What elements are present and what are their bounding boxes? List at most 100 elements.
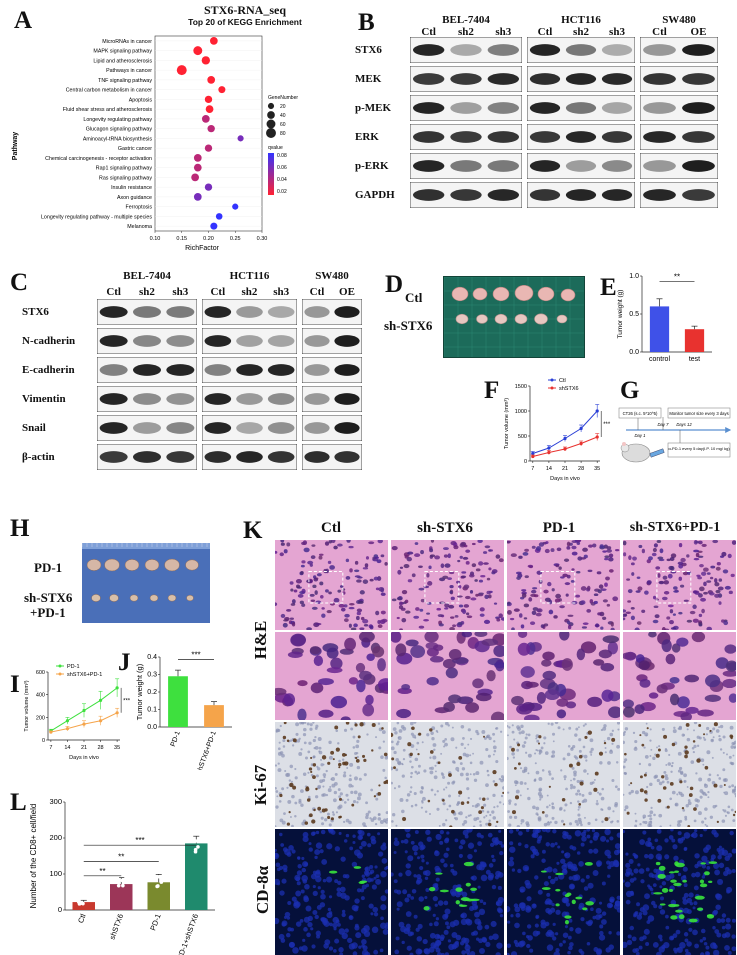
- label-ctl: Ctl: [405, 290, 423, 305]
- y-tick-label: 400: [36, 693, 45, 699]
- blot-group-header: HCT116: [229, 270, 270, 282]
- panel-k-histology: [275, 540, 737, 955]
- blot-band-strip: [527, 37, 635, 63]
- blot-band: [99, 422, 128, 434]
- series-marker: [115, 686, 119, 690]
- blot-lane-label: Ctl: [537, 26, 553, 38]
- blot-band: [236, 306, 263, 318]
- blot-lane-label: Ctl: [652, 26, 667, 38]
- blot-band: [682, 160, 715, 172]
- legend-size-dot: [266, 128, 276, 138]
- data-point: [120, 878, 125, 883]
- a-dot: [193, 163, 202, 172]
- blot-band: [601, 131, 633, 143]
- data-point: [153, 876, 158, 881]
- he-highmag-image: [275, 632, 388, 720]
- tumor: [104, 558, 120, 572]
- panel-g-schedule: CT26 (s.c. 5*10^5) Monitor tumor size ev…: [618, 407, 732, 463]
- blot-band: [487, 131, 520, 143]
- a-pathway-label: Longevity regulating pathway - multiple …: [41, 214, 152, 220]
- x-axis-label: Days in vivo: [69, 755, 99, 761]
- y-tick-label: 200: [49, 833, 62, 842]
- k-col-ctl: Ctl: [321, 520, 341, 536]
- series-marker: [98, 698, 103, 702]
- blot-band: [304, 422, 330, 434]
- blot-band: [450, 131, 482, 143]
- panel-a-title: STX6-RNA_seq: [203, 3, 286, 17]
- a-pathway-label: Pathways in cancer: [106, 68, 152, 74]
- legend-label: Ctl: [559, 378, 566, 384]
- blot-lane-label: sh3: [609, 26, 625, 38]
- tumor: [494, 313, 508, 325]
- blot-band: [236, 335, 263, 347]
- blot-band: [304, 306, 330, 318]
- blot-band-strip: [97, 357, 197, 383]
- tumor-photo-d: [443, 276, 585, 358]
- legend-label: shSTX6: [559, 386, 579, 392]
- tumor: [144, 559, 160, 571]
- blot-band-strip: [97, 328, 197, 354]
- a-pathway-label: Gastric cancer: [118, 146, 152, 152]
- data-point: [193, 839, 198, 843]
- blot-row-label: p-MEK: [355, 101, 392, 114]
- ki67-image: [275, 722, 388, 827]
- legend-q-3: 0.02: [277, 189, 287, 195]
- tumor: [149, 594, 159, 602]
- blot-band: [267, 451, 295, 463]
- blot-band-strip: [640, 124, 718, 150]
- blot-band: [601, 102, 633, 114]
- blot-band-strip: [302, 415, 362, 441]
- blot-band-strip: [410, 37, 522, 63]
- g-day-7: Day 7: [658, 422, 670, 427]
- a-xtick: 0.30: [257, 236, 268, 242]
- blot-lane-label: sh2: [458, 26, 474, 38]
- blot-group-header: SW480: [315, 270, 349, 282]
- blot-band: [166, 451, 195, 463]
- blot-lane-label: Ctl: [421, 26, 436, 38]
- blot-lane-label: sh2: [139, 286, 155, 298]
- series-marker: [595, 435, 599, 439]
- blot-row-label: N-cadherin: [22, 334, 76, 347]
- blot-band: [682, 44, 715, 56]
- he-lowmag-image: [623, 540, 736, 630]
- blot-band: [267, 364, 295, 376]
- blot-band: [529, 102, 561, 114]
- blot-band: [412, 44, 445, 56]
- blot-band: [412, 73, 445, 85]
- tumor: [109, 594, 119, 602]
- blot-band-strip: [410, 182, 522, 208]
- blot-band: [450, 189, 482, 201]
- label-pd1: PD-1: [34, 560, 63, 575]
- series-marker: [531, 451, 535, 456]
- a-dot: [204, 144, 213, 152]
- k-col-pd1: PD-1: [542, 520, 576, 536]
- tumor: [455, 313, 469, 325]
- x-category-label: PD-1: [170, 730, 182, 747]
- bar: [684, 329, 705, 352]
- blot-band: [267, 335, 295, 347]
- blot-group-header: HCT116: [561, 14, 601, 26]
- blot-band: [204, 451, 232, 463]
- g-day-1: Day 1: [635, 433, 646, 438]
- a-dot: [215, 213, 223, 220]
- blot-band-strip: [97, 415, 197, 441]
- cd8-image: [275, 829, 388, 955]
- bar: [110, 884, 133, 910]
- blot-band: [133, 306, 161, 318]
- blot-band-strip: [527, 153, 635, 179]
- label-sh-stx6: sh-STX6: [384, 318, 433, 333]
- blot-band: [565, 160, 597, 172]
- data-point: [76, 899, 81, 904]
- blot-band: [99, 306, 128, 318]
- data-point: [155, 884, 159, 889]
- g-box-2: Monitor tumor size every 3 days: [669, 411, 728, 416]
- blot-band-strip: [302, 299, 362, 325]
- a-pathway-label: Axon guidance: [117, 195, 152, 201]
- cd8-image: [623, 829, 736, 955]
- blot-band: [450, 44, 482, 56]
- a-dot: [237, 135, 244, 142]
- blot-band: [643, 102, 676, 114]
- x-tick-label: 28: [97, 745, 103, 751]
- tumor: [164, 558, 180, 572]
- blot-band-strip: [97, 386, 197, 412]
